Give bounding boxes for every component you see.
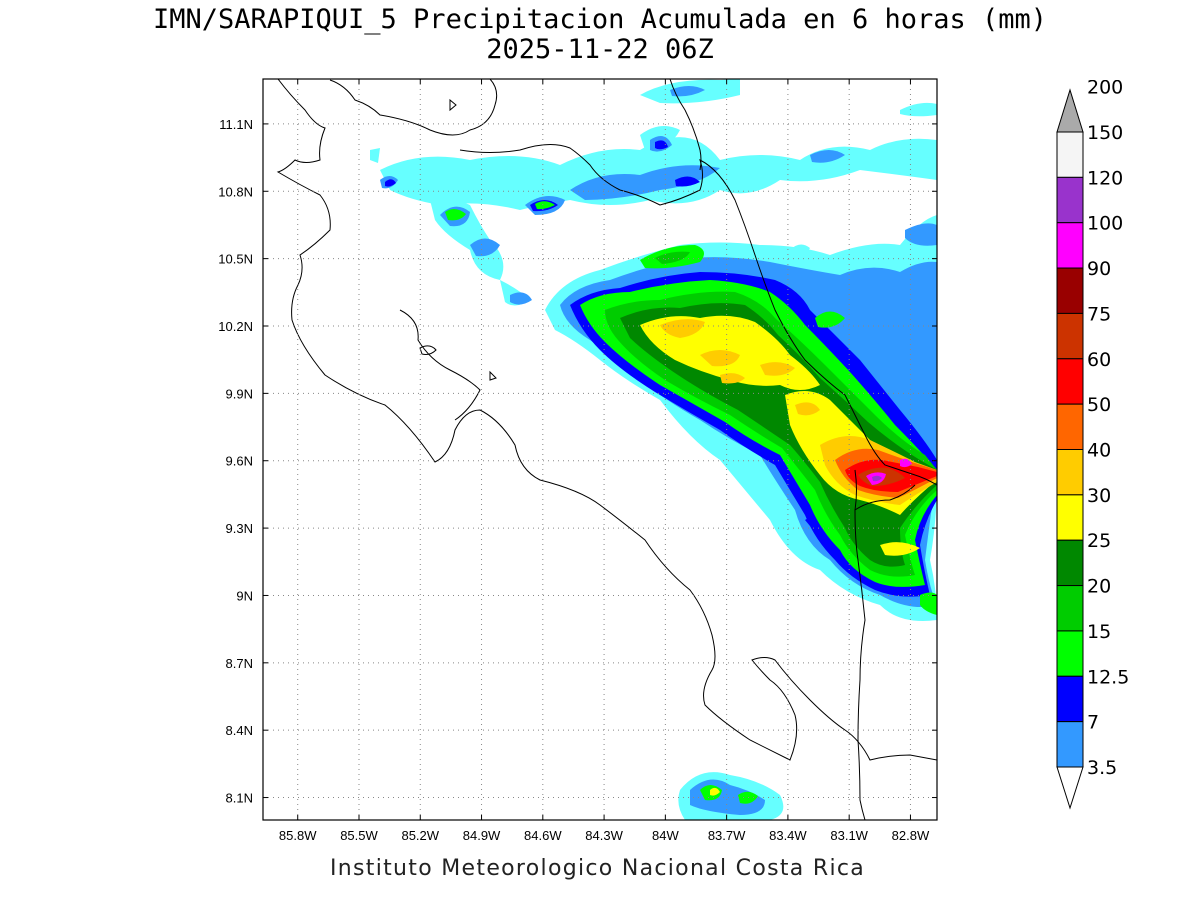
- lat-tick-label: 8.1N: [226, 791, 253, 806]
- lat-tick-label: 10.8N: [218, 184, 253, 199]
- colorbar-label: 60: [1087, 349, 1111, 371]
- lon-tick-label: 84.6W: [524, 828, 562, 843]
- lon-tick-label: 85.2W: [401, 828, 439, 843]
- colorbar-box: [1056, 403, 1084, 450]
- colorbar-box: [1056, 539, 1084, 587]
- lon-tick-label: 84W: [652, 828, 679, 843]
- footer-credit: Instituto Meteorologico Nacional Costa R…: [330, 856, 866, 881]
- lon-tick-label: 85.8W: [279, 828, 317, 843]
- lat-tick-label: 9.9N: [226, 386, 253, 401]
- lon-tick-label: 84.9W: [463, 828, 501, 843]
- lon-tick-label: 84.3W: [585, 828, 623, 843]
- lat-tick-label: 8.4N: [226, 723, 253, 738]
- colorbar-bottom-arrow: [1056, 766, 1084, 810]
- colorbar-box: [1056, 449, 1084, 496]
- colorbar-legend: 3.5 7 12.5 15 20 25 30 40 50 60 75 90 100 120 150 200: [1056, 80, 1129, 810]
- colorbar-label: 40: [1087, 440, 1111, 462]
- colorbar-label: 7: [1087, 712, 1099, 734]
- lat-tick-label: 11.1N: [219, 117, 253, 132]
- colorbar-box: [1056, 222, 1084, 269]
- map-subtitle-datetime: 2025-11-22 06Z: [486, 34, 714, 65]
- latitude-axis: 11.1N 10.8N 10.5N 10.2N 9.9N 9.6N 9.3N 9N 8.7N 8.…: [218, 117, 937, 806]
- colorbar-box: [1056, 131, 1084, 178]
- precipitation-field: [370, 79, 937, 820]
- lat-tick-label: 9.6N: [226, 454, 253, 469]
- lat-tick-label: 10.5N: [218, 252, 253, 267]
- colorbar-label: 120: [1087, 167, 1123, 189]
- colorbar-label: 150: [1087, 122, 1123, 144]
- colorbar-box: [1056, 176, 1084, 224]
- lat-tick-label: 10.2N: [218, 319, 253, 334]
- lat-lon-gridlines: [263, 79, 937, 820]
- longitude-axis: 85.8W 85.5W 85.2W 84.9W 84.6W 84.3W 84W 83.7W 83…: [279, 79, 930, 843]
- colorbar-box: [1056, 585, 1084, 632]
- colorbar-label: 200: [1087, 80, 1123, 99]
- colorbar-label: 12.5: [1087, 666, 1129, 688]
- colorbar-box: [1056, 312, 1084, 360]
- lon-tick-label: 82.8W: [892, 828, 930, 843]
- colorbar-box: [1056, 267, 1084, 314]
- colorbar-labels: 3.5 7 12.5 15 20 25 30 40 50 60 75 90 100 120 150 200: [1087, 80, 1129, 779]
- colorbar-label: 3.5: [1087, 757, 1117, 779]
- colorbar-label: 25: [1087, 530, 1111, 552]
- lon-tick-label: 83.7W: [708, 828, 746, 843]
- colorbar-box: [1056, 494, 1084, 541]
- colorbar-boxes: [1056, 88, 1084, 810]
- colorbar-label: 30: [1087, 485, 1111, 507]
- colorbar-box: [1056, 630, 1084, 677]
- colorbar-label: 90: [1087, 258, 1111, 280]
- lon-tick-label: 83.1W: [830, 828, 868, 843]
- lat-tick-label: 9.3N: [226, 521, 253, 536]
- colorbar-label: 75: [1087, 303, 1111, 325]
- lat-tick-label: 8.7N: [226, 656, 253, 671]
- map-title: IMN/SARAPIQUI_5 Precipitacion Acumulada …: [152, 4, 1048, 35]
- colorbar-label: 20: [1087, 576, 1111, 598]
- map-frame: [262, 78, 938, 821]
- colorbar-top-arrow: [1056, 88, 1084, 133]
- coastline-borders: [276, 79, 937, 820]
- colorbar-box: [1056, 358, 1084, 405]
- colorbar-label: 15: [1087, 621, 1111, 643]
- colorbar-box: [1056, 675, 1084, 723]
- lon-tick-label: 83.4W: [769, 828, 807, 843]
- colorbar-label: 50: [1087, 394, 1111, 416]
- lon-tick-label: 85.5W: [340, 828, 378, 843]
- colorbar-box: [1056, 721, 1084, 768]
- colorbar-label: 100: [1087, 213, 1123, 235]
- lat-tick-label: 9N: [236, 588, 253, 603]
